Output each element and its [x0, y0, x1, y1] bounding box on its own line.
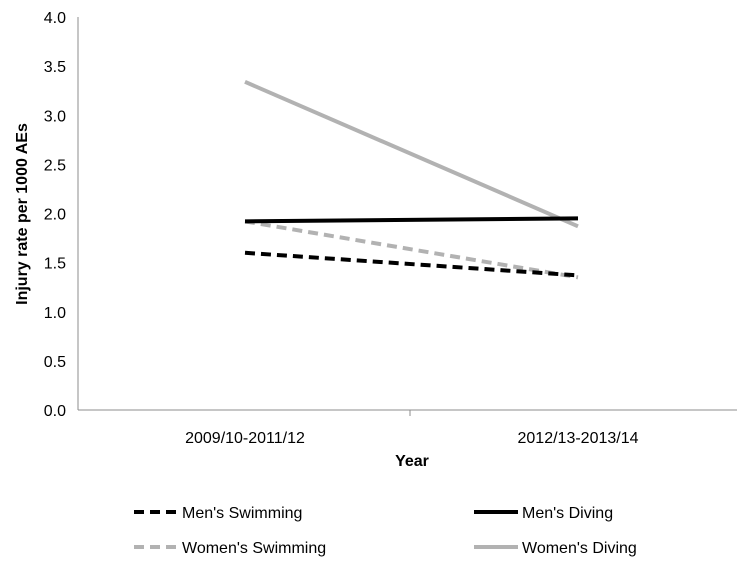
series-line [244, 216, 579, 224]
y-tick-label: 1.5 [44, 256, 66, 273]
legend-label: Men's Swimming [182, 505, 302, 522]
legend: Men's Swimming Men's Diving Women's Swimmi… [134, 505, 637, 557]
legend-label: Women's Swimming [182, 540, 326, 557]
series-lines [244, 80, 579, 280]
y-tick-label: 0.0 [44, 403, 66, 420]
y-axis-title: Injury rate per 1000 AEs [14, 123, 31, 305]
x-tick-label: 2009/10-2011/12 [185, 430, 305, 447]
series-line [244, 219, 579, 280]
y-tick-label: 2.5 [44, 157, 66, 174]
legend-label: Men's Diving [522, 505, 613, 522]
y-tick-labels: 0.0 0.5 1.0 1.5 2.0 2.5 3.0 3.5 4.0 [44, 10, 66, 420]
series-line [244, 250, 579, 278]
x-tick-labels: 2009/10-2011/12 2012/13-2013/14 [185, 430, 639, 447]
y-tick-label: 4.0 [44, 10, 66, 27]
x-tick-label: 2012/13-2013/14 [518, 430, 639, 447]
y-tick-label: 1.0 [44, 305, 66, 322]
legend-label: Women's Diving [522, 540, 637, 557]
y-tick-label: 0.5 [44, 354, 66, 371]
y-tick-label: 3.5 [44, 59, 66, 76]
y-tick-label: 2.0 [44, 207, 66, 224]
y-tick-label: 3.0 [44, 108, 66, 125]
x-axis-title: Year [395, 453, 429, 470]
series-line [244, 80, 579, 229]
plot-area [77, 17, 737, 416]
